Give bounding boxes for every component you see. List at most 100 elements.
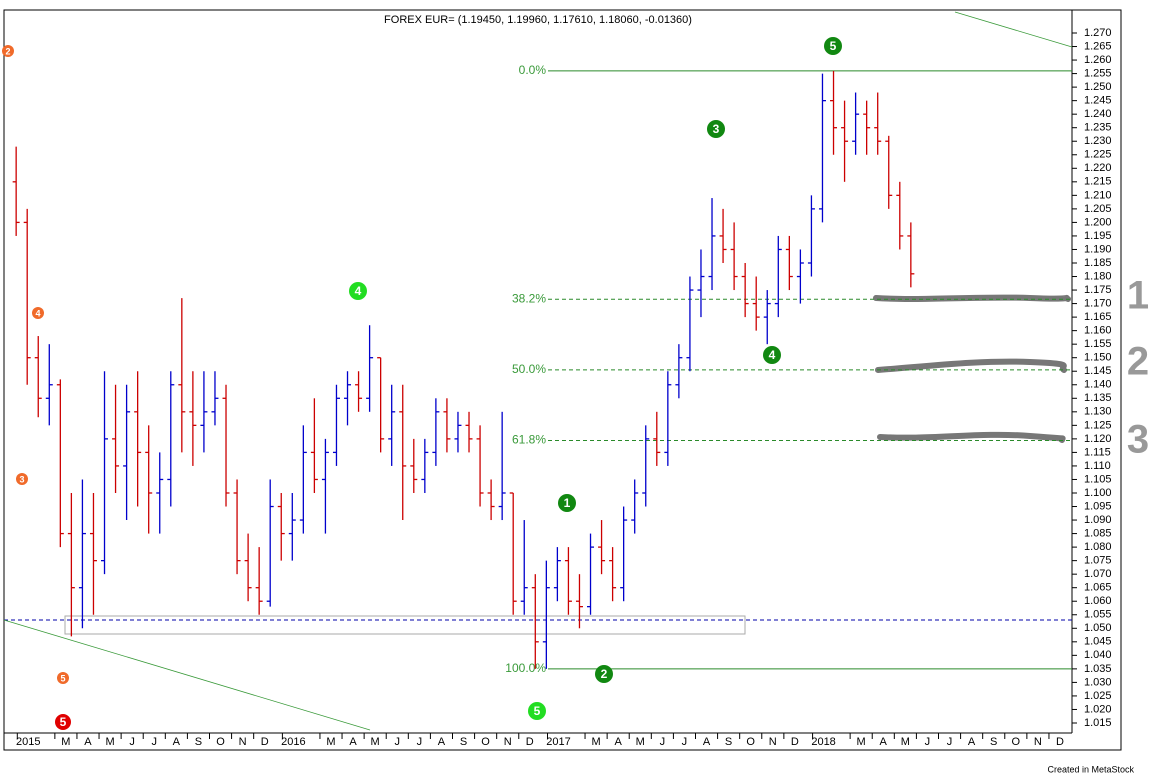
y-tick-label: 1.150	[1084, 352, 1112, 364]
x-tick-label: J	[682, 736, 688, 748]
y-tick-label: 1.025	[1084, 690, 1112, 702]
y-tick-label: 1.070	[1084, 568, 1112, 580]
x-tick-label: S	[460, 736, 467, 748]
fib-label: 61.8%	[512, 433, 546, 447]
y-tick-label: 1.155	[1084, 338, 1112, 350]
wave-marker	[763, 346, 781, 364]
x-tick-label: M	[591, 736, 600, 748]
y-tick-label: 1.250	[1084, 81, 1112, 93]
footer: Created in MetaStock	[1047, 764, 1134, 774]
y-tick-label: 1.255	[1084, 67, 1112, 79]
x-tick-label: S	[725, 736, 732, 748]
y-tick-label: 1.120	[1084, 433, 1112, 445]
trend-line	[954, 11, 1073, 48]
fib-label: 50.0%	[512, 362, 546, 376]
x-tick-label: J	[151, 736, 157, 748]
y-tick-label: 1.140	[1084, 379, 1112, 391]
y-tick-label: 1.090	[1084, 514, 1112, 526]
wave-label: 4	[769, 348, 776, 362]
y-tick-label: 1.135	[1084, 392, 1112, 404]
wave-label: 3	[19, 474, 24, 484]
y-tick-label: 1.220	[1084, 162, 1112, 174]
x-tick-label: A	[614, 736, 622, 748]
x-tick-label: 2017	[546, 736, 570, 748]
x-tick-label: M	[326, 736, 335, 748]
y-tick-label: 1.065	[1084, 582, 1112, 594]
wave-marker	[558, 494, 576, 512]
fib-label: 0.0%	[519, 63, 547, 77]
wave-label: 3	[713, 122, 720, 136]
x-tick-label: N	[1034, 736, 1042, 748]
fib-label: 38.2%	[512, 291, 546, 305]
x-tick-label: J	[417, 736, 423, 748]
x-tick-label: A	[349, 736, 357, 748]
y-tick-label: 1.205	[1084, 203, 1112, 215]
y-tick-label: 1.170	[1084, 297, 1112, 309]
y-tick-label: 1.040	[1084, 649, 1112, 661]
side-mark: 1	[1127, 274, 1149, 318]
chart-title: FOREX EUR= (1.19450, 1.19960, 1.17610, 1…	[384, 14, 692, 26]
wave-label: 5	[830, 39, 837, 53]
y-tick-label: 1.190	[1084, 243, 1112, 255]
x-tick-label: M	[61, 736, 70, 748]
wave-label: 2	[5, 46, 10, 56]
y-tick-label: 1.180	[1084, 270, 1112, 282]
x-tick-label: J	[129, 736, 135, 748]
x-tick-label: D	[1056, 736, 1064, 748]
x-tick-label: O	[481, 736, 490, 748]
wave-marker	[55, 714, 71, 730]
y-tick-label: 1.160	[1084, 325, 1112, 337]
x-tick-label: J	[660, 736, 666, 748]
x-tick-label: S	[990, 736, 997, 748]
y-tick-label: 1.200	[1084, 216, 1112, 228]
hand-mark	[875, 358, 1067, 373]
x-tick-label: D	[791, 736, 799, 748]
y-tick-label: 1.185	[1084, 257, 1112, 269]
wave-label: 5	[534, 704, 541, 718]
y-tick-label: 1.240	[1084, 108, 1112, 120]
y-tick-label: 1.045	[1084, 636, 1112, 648]
y-tick-label: 1.225	[1084, 149, 1112, 161]
y-tick-label: 1.145	[1084, 365, 1112, 377]
x-tick-label: M	[371, 736, 380, 748]
y-tick-label: 1.270	[1084, 27, 1112, 39]
y-tick-label: 1.015	[1084, 717, 1112, 729]
wave-marker	[528, 702, 546, 720]
x-tick-label: M	[901, 736, 910, 748]
wave-label: 5	[60, 715, 67, 729]
y-tick-label: 1.080	[1084, 541, 1112, 553]
y-tick-label: 1.075	[1084, 555, 1112, 567]
y-tick-label: 1.105	[1084, 473, 1112, 485]
y-tick-label: 1.210	[1084, 189, 1112, 201]
x-tick-label: 2018	[811, 736, 835, 748]
y-tick-label: 1.215	[1084, 176, 1112, 188]
x-tick-label: O	[746, 736, 755, 748]
x-tick-label: O	[1011, 736, 1020, 748]
x-tick-label: J	[947, 736, 953, 748]
y-tick-label: 1.260	[1084, 54, 1112, 66]
range-box	[64, 615, 746, 635]
x-tick-label: A	[84, 736, 92, 748]
y-tick-label: 1.110	[1084, 460, 1111, 472]
y-tick-label: 1.115	[1084, 446, 1111, 458]
x-tick-label: D	[261, 736, 269, 748]
trend-line	[3, 619, 371, 731]
hand-mark	[877, 431, 1066, 443]
wave-label: 5	[60, 673, 65, 683]
y-tick-label: 1.055	[1084, 609, 1112, 621]
x-tick-label: D	[526, 736, 534, 748]
y-tick-label: 1.085	[1084, 527, 1112, 539]
wave-marker	[707, 120, 725, 138]
x-tick-label: O	[216, 736, 225, 748]
wave-label: 4	[35, 308, 40, 318]
x-tick-label: M	[857, 736, 866, 748]
y-tick-label: 1.195	[1084, 230, 1112, 242]
y-tick-label: 1.230	[1084, 135, 1112, 147]
y-tick-label: 1.130	[1084, 406, 1112, 418]
x-tick-label: A	[173, 736, 181, 748]
y-tick-label: 1.235	[1084, 122, 1112, 134]
y-tick-label: 1.175	[1084, 284, 1112, 296]
y-tick-label: 1.050	[1084, 622, 1112, 634]
x-tick-label: M	[105, 736, 114, 748]
